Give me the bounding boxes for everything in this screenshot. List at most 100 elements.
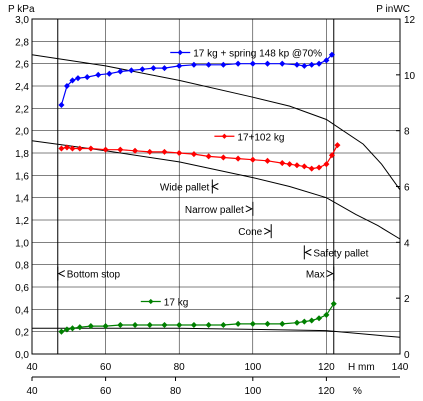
data-point	[205, 153, 212, 160]
max-label: Max	[306, 270, 325, 281]
legend-marker	[221, 133, 227, 139]
right-tick-label: 12	[404, 15, 416, 26]
data-point	[220, 61, 227, 68]
left-tick-label: 1,4	[15, 194, 29, 205]
data-point	[132, 321, 139, 328]
data-point	[328, 51, 335, 58]
percent-tick-label: 100	[244, 386, 261, 397]
percent-tick-label: 80	[170, 386, 182, 397]
narrow-pallet-label: Narrow pallet	[185, 205, 244, 216]
legend-marker	[148, 298, 154, 305]
data-point	[323, 161, 330, 168]
data-point	[176, 62, 183, 69]
data-point	[190, 61, 197, 68]
cone-arrow	[263, 227, 272, 235]
data-point	[117, 321, 124, 328]
x-tick-label: 40	[26, 362, 38, 373]
data-point	[316, 60, 323, 67]
data-point	[58, 145, 65, 152]
data-point	[293, 162, 300, 169]
left-tick-label: 1,6	[15, 171, 29, 182]
left-tick-label: 1,2	[15, 216, 29, 227]
left-tick-label: 0,4	[15, 305, 29, 316]
left-tick-label: 2,8	[15, 37, 29, 48]
left-tick-label: 1,8	[15, 149, 29, 160]
right-tick-label: 0	[404, 350, 410, 361]
data-point	[69, 325, 76, 332]
percent-tick-label: 40	[26, 386, 38, 397]
left-tick-label: 1,0	[15, 238, 29, 249]
data-point	[76, 145, 83, 152]
left-tick-label: 0,6	[15, 283, 29, 294]
data-point	[264, 320, 271, 327]
left-tick-label: 0,0	[15, 350, 29, 361]
data-point	[328, 152, 335, 159]
data-point	[316, 164, 323, 171]
series-label: 17 kg	[164, 298, 188, 309]
right-tick-label: 2	[404, 294, 410, 305]
data-point	[95, 71, 102, 78]
data-point	[84, 74, 91, 81]
data-point	[76, 324, 83, 331]
data-point	[63, 144, 70, 151]
left-tick-label: 0,8	[15, 261, 29, 272]
data-point	[63, 82, 70, 90]
data-point	[286, 161, 293, 168]
left-tick-label: 2,0	[15, 127, 29, 138]
series-label: 17 kg + spring 148 kp @70%	[193, 49, 322, 60]
series-line	[60, 54, 333, 106]
data-point	[264, 157, 271, 164]
data-point	[117, 68, 124, 75]
right-tick-label: 6	[404, 183, 410, 194]
data-point	[301, 163, 308, 170]
data-point	[316, 315, 323, 322]
data-point	[74, 75, 82, 82]
data-point	[63, 326, 70, 333]
data-point	[301, 62, 308, 69]
data-point	[249, 60, 256, 67]
right-tick-label: 4	[404, 238, 410, 249]
bottom-stop-arrow	[57, 270, 65, 278]
legend-marker	[177, 49, 183, 56]
right-tick-label: 10	[404, 71, 416, 82]
left-tick-label: 3,0	[15, 15, 29, 26]
safety-pallet-label: Safety pallet	[313, 248, 368, 259]
data-point	[301, 318, 308, 325]
series-label: 17+102 kg	[237, 132, 284, 143]
data-point	[58, 328, 65, 335]
x-axis-label: H mm	[348, 362, 375, 373]
data-point	[235, 60, 242, 67]
data-point	[106, 70, 113, 77]
safety-pallet-arrow	[304, 248, 312, 256]
data-point	[146, 148, 153, 155]
data-point	[308, 317, 315, 324]
percent-tick-label: 120	[318, 386, 335, 397]
bottom-stop-label: Bottom stop	[67, 270, 121, 281]
data-point	[102, 146, 109, 153]
data-point	[128, 67, 135, 74]
data-point	[139, 66, 146, 73]
data-point	[58, 101, 65, 109]
left-axis-label: P kPa	[8, 4, 35, 15]
data-point	[220, 154, 227, 161]
data-point	[87, 145, 94, 152]
data-point	[132, 147, 139, 154]
percent-axis-label: %	[353, 386, 362, 397]
data-point	[161, 65, 168, 72]
data-point	[176, 321, 183, 328]
data-point	[102, 323, 109, 330]
data-point	[249, 320, 256, 327]
data-point	[334, 142, 341, 149]
left-tick-label: 2,6	[15, 60, 29, 71]
data-point	[69, 77, 76, 84]
data-point	[161, 148, 168, 155]
x-tick-label: 100	[244, 362, 261, 373]
data-point	[279, 320, 286, 327]
data-point	[117, 146, 124, 153]
data-point	[249, 156, 256, 163]
plot-frame	[31, 18, 401, 355]
data-point	[279, 160, 286, 167]
x-tick-label: 80	[174, 362, 186, 373]
data-point	[69, 145, 76, 152]
